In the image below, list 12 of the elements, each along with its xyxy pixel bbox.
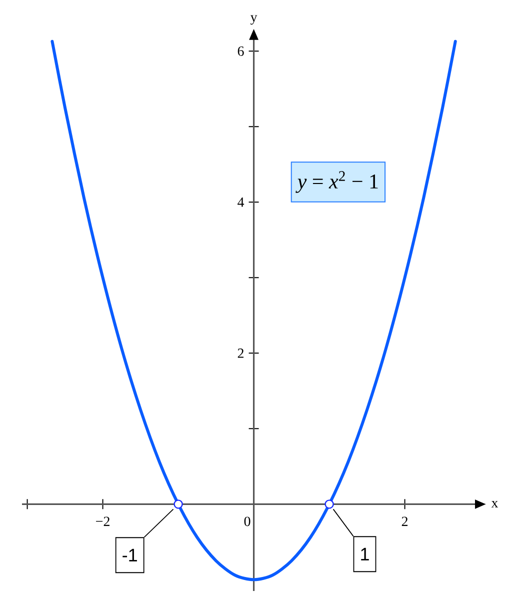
x-tick-label: 0: [244, 516, 250, 526]
y-tick-label: 2: [238, 348, 244, 358]
y-tick-label: 4: [238, 198, 244, 207]
x-axis-title: x: [491, 500, 498, 508]
y-axis-title: y: [250, 15, 258, 25]
x-tick-label: 2: [402, 516, 408, 526]
x-tick-label: −2: [96, 516, 110, 526]
annotation: 1: [361, 548, 369, 560]
y-tick-label: 6: [238, 46, 244, 56]
annotation: -1: [122, 548, 137, 562]
line-series: [50, 40, 457, 582]
annotation: y = x$^{2}$ − 1: [296, 171, 378, 193]
